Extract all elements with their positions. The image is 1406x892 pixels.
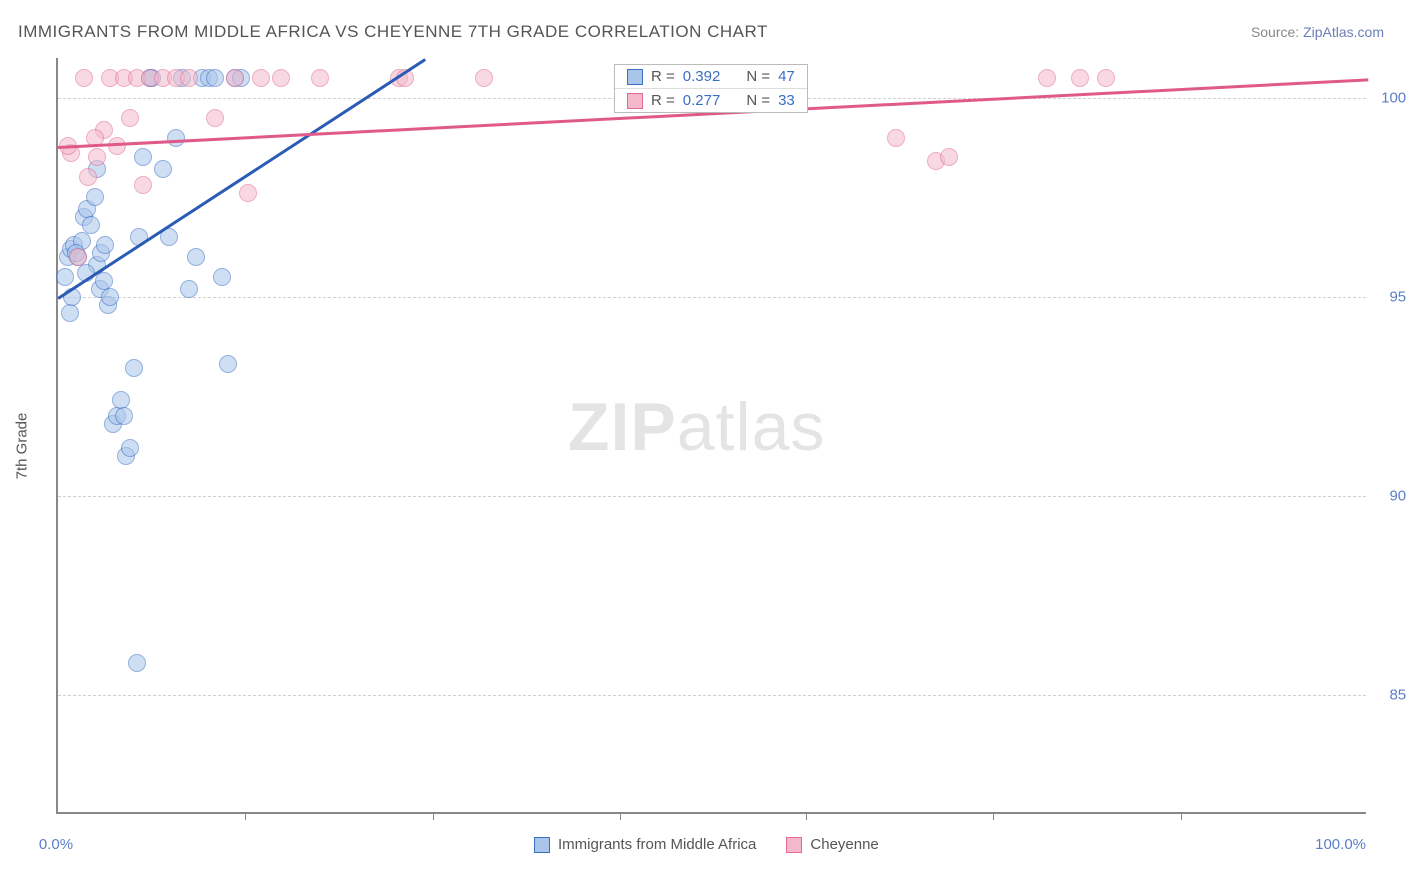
data-point [219,355,237,373]
legend-item: Cheyenne [786,836,878,853]
legend-stat-row: R = 0.277 N = 33 [615,89,807,112]
data-point [75,69,93,87]
data-point [239,184,257,202]
x-tick [993,812,994,820]
r-value: 0.277 [683,92,721,109]
r-label: R = [651,92,675,109]
legend-label: Cheyenne [810,836,878,853]
data-point [180,280,198,298]
data-point [125,359,143,377]
plot-area: ZIPatlas 85.0%90.0%95.0%100.0% [56,58,1366,814]
data-point [940,148,958,166]
x-tick [433,812,434,820]
y-tick-label: 90.0% [1372,487,1406,504]
x-tick-label: 0.0% [39,836,73,853]
watermark-bold: ZIP [568,389,677,465]
correlation-legend: R = 0.392 N = 47 R = 0.277 N = 33 [614,64,808,113]
legend-swatch-icon [627,69,643,85]
data-point [82,216,100,234]
y-axis-label: 7th Grade [14,413,31,480]
data-point [128,654,146,672]
data-point [56,268,74,286]
data-point [187,248,205,266]
legend-swatch-icon [786,837,802,853]
data-point [115,407,133,425]
data-point [206,109,224,127]
data-point [121,109,139,127]
source-attribution: Source: ZipAtlas.com [1251,24,1384,40]
x-tick [806,812,807,820]
n-value: 33 [778,92,795,109]
r-label: R = [651,68,675,85]
y-tick-label: 85.0% [1372,686,1406,703]
data-point [272,69,290,87]
data-point [86,188,104,206]
data-point [1097,69,1115,87]
legend-swatch-icon [534,837,550,853]
data-point [61,304,79,322]
data-point [121,439,139,457]
chart-title: IMMIGRANTS FROM MIDDLE AFRICA VS CHEYENN… [18,22,768,42]
data-point [101,288,119,306]
data-point [252,69,270,87]
watermark-light: atlas [677,389,826,465]
legend-swatch-icon [627,93,643,109]
n-label: N = [746,68,770,85]
legend-stat-row: R = 0.392 N = 47 [615,65,807,89]
source-label: Source: [1251,24,1299,40]
data-point [167,129,185,147]
n-value: 47 [778,68,795,85]
data-point [887,129,905,147]
data-point [206,69,224,87]
x-tick [245,812,246,820]
data-point [1038,69,1056,87]
source-value: ZipAtlas.com [1303,24,1384,40]
data-point [96,236,114,254]
x-tick [1181,812,1182,820]
legend-item: Immigrants from Middle Africa [534,836,756,853]
data-point [311,69,329,87]
data-point [1071,69,1089,87]
data-point [180,69,198,87]
legend-label: Immigrants from Middle Africa [558,836,756,853]
data-point [69,248,87,266]
y-tick-label: 95.0% [1372,288,1406,305]
x-tick [620,812,621,820]
data-point [134,148,152,166]
data-point [79,168,97,186]
gridline [58,695,1366,696]
y-tick-label: 100.0% [1372,89,1406,106]
data-point [475,69,493,87]
x-tick-label: 100.0% [1315,836,1366,853]
r-value: 0.392 [683,68,721,85]
watermark: ZIPatlas [568,388,825,466]
n-label: N = [746,92,770,109]
series-legend: Immigrants from Middle Africa Cheyenne [534,836,879,853]
data-point [154,160,172,178]
trend-line [57,58,425,299]
data-point [134,176,152,194]
gridline [58,297,1366,298]
data-point [226,69,244,87]
gridline [58,496,1366,497]
data-point [213,268,231,286]
data-point [88,148,106,166]
